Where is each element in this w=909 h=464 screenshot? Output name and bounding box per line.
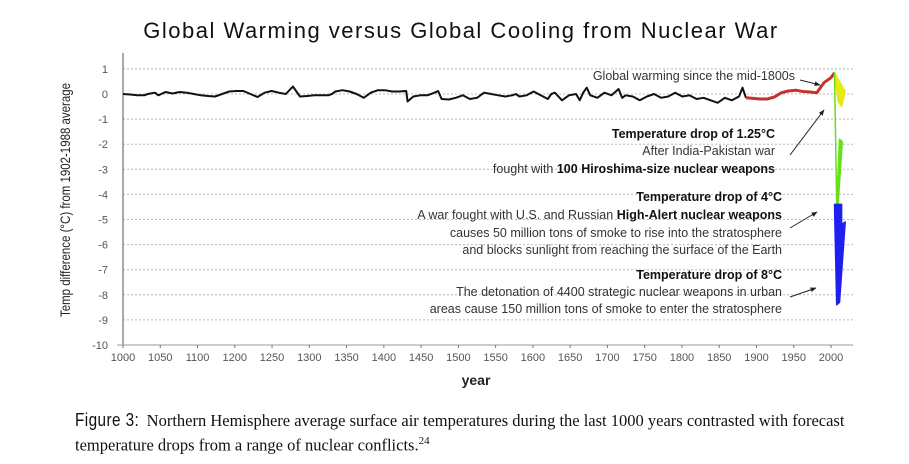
x-tick-label: 1400 bbox=[372, 352, 396, 364]
x-tick-label: 1300 bbox=[297, 352, 321, 364]
caption-superscript: 24 bbox=[418, 435, 430, 447]
x-tick-label: 1100 bbox=[186, 352, 210, 364]
series-shape-2 bbox=[833, 71, 846, 108]
figure-caption: Figure 3: Northern Hemisphere average su… bbox=[75, 410, 875, 456]
x-tick-label: 1950 bbox=[781, 352, 805, 364]
y-tick-label: -4 bbox=[98, 189, 108, 201]
x-tick-label: 1900 bbox=[744, 352, 768, 364]
x-tick-label: 1050 bbox=[148, 352, 172, 364]
annotation-line: Global warming since the mid-1800s bbox=[593, 69, 795, 83]
series bbox=[122, 71, 846, 306]
annotation-arrow bbox=[789, 211, 818, 229]
y-tick-label: 1 bbox=[102, 64, 108, 76]
x-tick-label: 1000 bbox=[111, 352, 135, 364]
x-tick-label: 1800 bbox=[670, 352, 694, 364]
x-tick-label: 2000 bbox=[819, 352, 843, 364]
y-tick-label: -9 bbox=[98, 315, 108, 327]
annotation-arrow bbox=[789, 109, 825, 156]
annotation-line: Temperature drop of 4°C bbox=[636, 190, 782, 204]
y-tick-label: -7 bbox=[98, 265, 108, 277]
x-tick-label: 1850 bbox=[707, 352, 731, 364]
x-tick-label: 1650 bbox=[558, 352, 582, 364]
annotation-line: Temperature drop of 1.25°C bbox=[612, 127, 775, 141]
x-tick-label: 1250 bbox=[260, 352, 284, 364]
series-shape-4 bbox=[833, 203, 846, 306]
y-tick-label: -2 bbox=[98, 139, 108, 151]
x-tick-label: 1700 bbox=[595, 352, 619, 364]
annotation-line: The detonation of 4400 strategic nuclear… bbox=[456, 285, 782, 299]
annotation-arrow bbox=[789, 287, 817, 298]
y-tick-label: -8 bbox=[98, 290, 108, 302]
x-tick-label: 1200 bbox=[223, 352, 247, 364]
chart: Global Warming versus Global Cooling fro… bbox=[57, 18, 853, 388]
annotations: Global warming since the mid-1800s Temper… bbox=[417, 69, 825, 316]
x-axis-label: year bbox=[462, 372, 491, 388]
y-tick-label: -1 bbox=[98, 114, 108, 126]
x-tick-label: 1750 bbox=[632, 352, 656, 364]
y-tick-label: -5 bbox=[98, 215, 108, 227]
x-tick-label: 1350 bbox=[334, 352, 358, 364]
annotation-line: fought with 100 Hiroshima-size nuclear w… bbox=[493, 162, 775, 176]
x-tick-label: 1600 bbox=[521, 352, 545, 364]
x-tick-label: 1500 bbox=[446, 352, 470, 364]
caption-label: Figure 3: bbox=[75, 410, 140, 430]
annotation-line: A war fought with U.S. and Russian High-… bbox=[417, 208, 782, 222]
chart-title: Global Warming versus Global Cooling fro… bbox=[143, 18, 778, 43]
y-axis-label: Temp difference (°C) from 1902-1988 aver… bbox=[57, 83, 73, 317]
x-tick-label: 1550 bbox=[483, 352, 507, 364]
y-tick-label: -3 bbox=[98, 164, 108, 176]
annotation-line: areas cause 150 million tons of smoke to… bbox=[430, 302, 782, 316]
series-line-0 bbox=[122, 85, 747, 104]
series-line-1 bbox=[745, 71, 836, 101]
annotation-line: causes 50 million tons of smoke to rise … bbox=[450, 226, 782, 240]
y-tick-label: -6 bbox=[98, 240, 108, 252]
y-tick-label: 0 bbox=[102, 89, 108, 101]
x-tick-label: 1450 bbox=[409, 352, 433, 364]
y-tick-label: -10 bbox=[92, 340, 108, 352]
gridlines bbox=[123, 68, 853, 321]
annotation-arrow bbox=[799, 79, 821, 87]
caption-text: Northern Hemisphere average surface air … bbox=[75, 411, 845, 455]
annotation-line: After India-Pakistan war bbox=[642, 144, 775, 158]
annotation-line: Temperature drop of 8°C bbox=[636, 268, 782, 282]
annotation-line: and blocks sunlight from reaching the su… bbox=[462, 243, 782, 257]
